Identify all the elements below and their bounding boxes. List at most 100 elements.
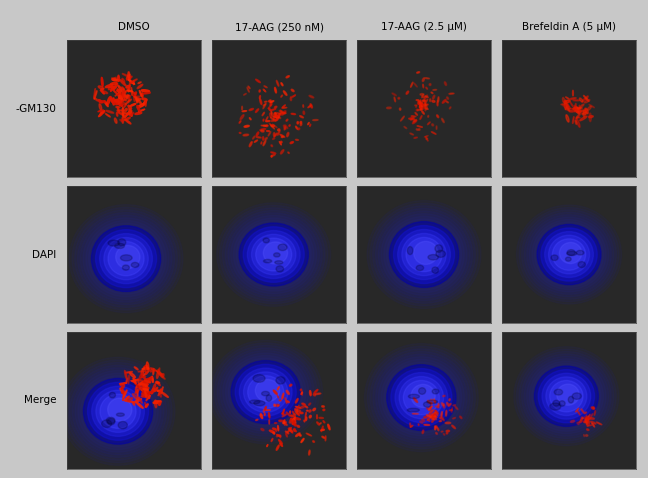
Ellipse shape: [143, 384, 148, 389]
Ellipse shape: [142, 93, 143, 98]
Ellipse shape: [441, 431, 443, 432]
Ellipse shape: [116, 102, 122, 107]
Ellipse shape: [272, 125, 275, 127]
Ellipse shape: [585, 108, 587, 111]
Ellipse shape: [417, 126, 422, 127]
Ellipse shape: [248, 376, 284, 409]
Ellipse shape: [273, 428, 275, 430]
Ellipse shape: [115, 118, 117, 123]
Ellipse shape: [301, 438, 304, 443]
Ellipse shape: [420, 105, 422, 107]
Ellipse shape: [538, 369, 594, 423]
Ellipse shape: [121, 255, 132, 261]
Ellipse shape: [418, 100, 421, 104]
Ellipse shape: [283, 422, 285, 424]
Ellipse shape: [586, 419, 589, 424]
Ellipse shape: [559, 401, 565, 406]
Ellipse shape: [436, 126, 437, 130]
Ellipse shape: [122, 89, 124, 97]
Ellipse shape: [290, 427, 292, 430]
Ellipse shape: [298, 413, 299, 415]
Ellipse shape: [235, 364, 296, 420]
Ellipse shape: [228, 358, 303, 426]
Ellipse shape: [121, 385, 124, 389]
Ellipse shape: [260, 413, 262, 415]
Ellipse shape: [426, 107, 427, 110]
Ellipse shape: [428, 122, 430, 125]
Ellipse shape: [437, 428, 439, 431]
Ellipse shape: [576, 119, 580, 127]
Ellipse shape: [275, 429, 277, 431]
Ellipse shape: [537, 224, 601, 285]
Ellipse shape: [145, 388, 148, 391]
Ellipse shape: [579, 105, 581, 112]
Ellipse shape: [579, 98, 583, 102]
Ellipse shape: [124, 396, 129, 401]
Ellipse shape: [381, 214, 467, 295]
Ellipse shape: [239, 223, 308, 286]
Ellipse shape: [75, 210, 178, 307]
Ellipse shape: [290, 419, 294, 424]
Ellipse shape: [415, 112, 417, 115]
Ellipse shape: [281, 150, 284, 154]
Ellipse shape: [420, 104, 421, 110]
Ellipse shape: [420, 103, 422, 107]
Ellipse shape: [122, 108, 124, 117]
Ellipse shape: [262, 112, 264, 116]
Ellipse shape: [129, 79, 137, 84]
Ellipse shape: [546, 377, 587, 415]
Ellipse shape: [325, 436, 326, 441]
Ellipse shape: [290, 384, 292, 386]
Ellipse shape: [142, 393, 148, 396]
Ellipse shape: [122, 91, 126, 96]
Ellipse shape: [425, 78, 430, 79]
Ellipse shape: [133, 399, 142, 403]
Ellipse shape: [288, 430, 293, 432]
Ellipse shape: [110, 97, 114, 104]
Ellipse shape: [112, 77, 116, 79]
Ellipse shape: [139, 387, 145, 393]
Ellipse shape: [292, 423, 296, 424]
Ellipse shape: [286, 412, 290, 416]
Ellipse shape: [275, 113, 277, 117]
Ellipse shape: [295, 433, 300, 436]
Ellipse shape: [406, 91, 409, 94]
Ellipse shape: [292, 417, 295, 422]
Ellipse shape: [73, 368, 164, 455]
Ellipse shape: [135, 388, 140, 393]
Ellipse shape: [110, 82, 117, 85]
Ellipse shape: [292, 411, 294, 415]
Ellipse shape: [159, 373, 165, 379]
Ellipse shape: [577, 422, 579, 424]
Ellipse shape: [399, 377, 443, 419]
Ellipse shape: [410, 133, 413, 135]
Ellipse shape: [270, 109, 276, 111]
Ellipse shape: [262, 391, 270, 396]
Ellipse shape: [277, 396, 279, 398]
Ellipse shape: [389, 222, 459, 287]
Ellipse shape: [290, 420, 295, 422]
Ellipse shape: [589, 105, 594, 108]
Ellipse shape: [92, 386, 145, 436]
Ellipse shape: [273, 113, 275, 115]
Ellipse shape: [566, 109, 574, 111]
Ellipse shape: [270, 113, 272, 118]
Ellipse shape: [297, 425, 299, 427]
Ellipse shape: [102, 420, 111, 427]
Ellipse shape: [581, 418, 584, 421]
Ellipse shape: [128, 80, 135, 84]
Ellipse shape: [277, 80, 279, 86]
Ellipse shape: [132, 92, 135, 94]
Ellipse shape: [566, 104, 569, 107]
Ellipse shape: [108, 241, 144, 276]
Ellipse shape: [75, 370, 161, 452]
Ellipse shape: [581, 104, 584, 107]
Ellipse shape: [590, 421, 596, 424]
Ellipse shape: [104, 101, 108, 107]
Ellipse shape: [424, 402, 431, 407]
Ellipse shape: [280, 435, 281, 438]
Ellipse shape: [579, 421, 582, 423]
Ellipse shape: [439, 421, 441, 422]
Ellipse shape: [433, 416, 435, 417]
Ellipse shape: [264, 413, 265, 415]
